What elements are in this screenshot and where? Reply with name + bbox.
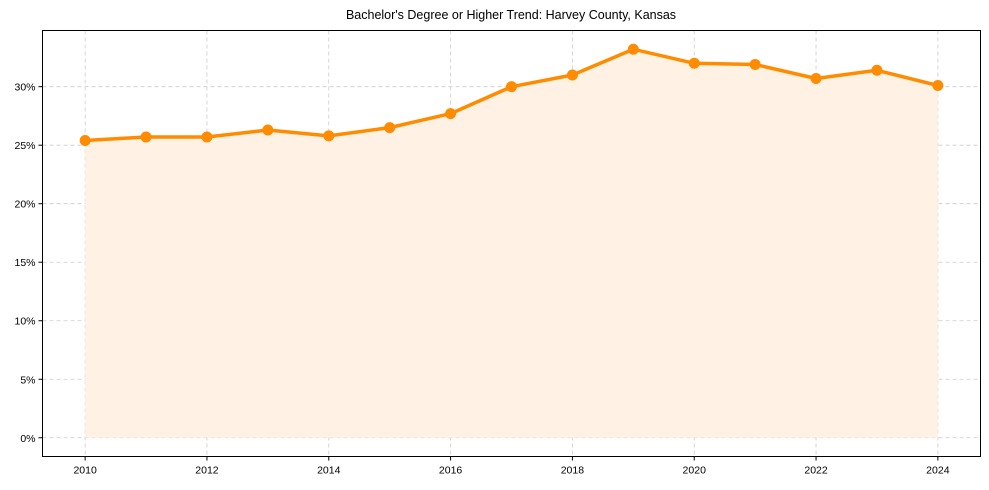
data-markers — [79, 43, 944, 147]
x-tick-label: 2018 — [561, 465, 585, 477]
x-tick-label: 2012 — [195, 465, 219, 477]
data-point — [445, 108, 457, 120]
data-point — [566, 69, 578, 81]
y-tick-label: 30% — [14, 82, 35, 94]
data-point — [810, 72, 822, 84]
x-tick-label: 2016 — [439, 465, 463, 477]
area-fill — [85, 49, 938, 438]
y-tick-label: 10% — [14, 316, 35, 328]
data-point — [140, 131, 152, 143]
plot-frame — [42, 30, 981, 457]
y-tick-label: 15% — [14, 257, 35, 269]
data-point — [688, 57, 700, 69]
x-tick-label: 2014 — [317, 465, 341, 477]
data-point — [749, 58, 761, 70]
data-point — [627, 43, 639, 55]
x-tick-label: 2020 — [683, 465, 707, 477]
x-axis: 2010 2012 2014 2016 2018 2020 2022 2024 — [73, 456, 950, 477]
data-point — [262, 124, 274, 136]
chart-title: Bachelor's Degree or Higher Trend: Harve… — [346, 8, 676, 22]
y-tick-label: 5% — [20, 374, 35, 386]
data-point — [323, 130, 335, 142]
data-point — [201, 131, 213, 143]
data-point — [932, 80, 944, 92]
y-tick-label: 0% — [20, 433, 35, 445]
y-tick-label: 20% — [14, 199, 35, 211]
x-tick-label: 2024 — [926, 465, 950, 477]
x-tick-label: 2010 — [73, 465, 97, 477]
data-point — [79, 135, 91, 147]
data-point — [384, 122, 396, 134]
y-axis: 0% 5% 10% 15% 20% 25% 30% — [14, 82, 43, 445]
y-tick-label: 25% — [14, 140, 35, 152]
data-point — [506, 81, 517, 93]
x-tick-label: 2022 — [804, 465, 828, 477]
data-point — [871, 64, 883, 76]
